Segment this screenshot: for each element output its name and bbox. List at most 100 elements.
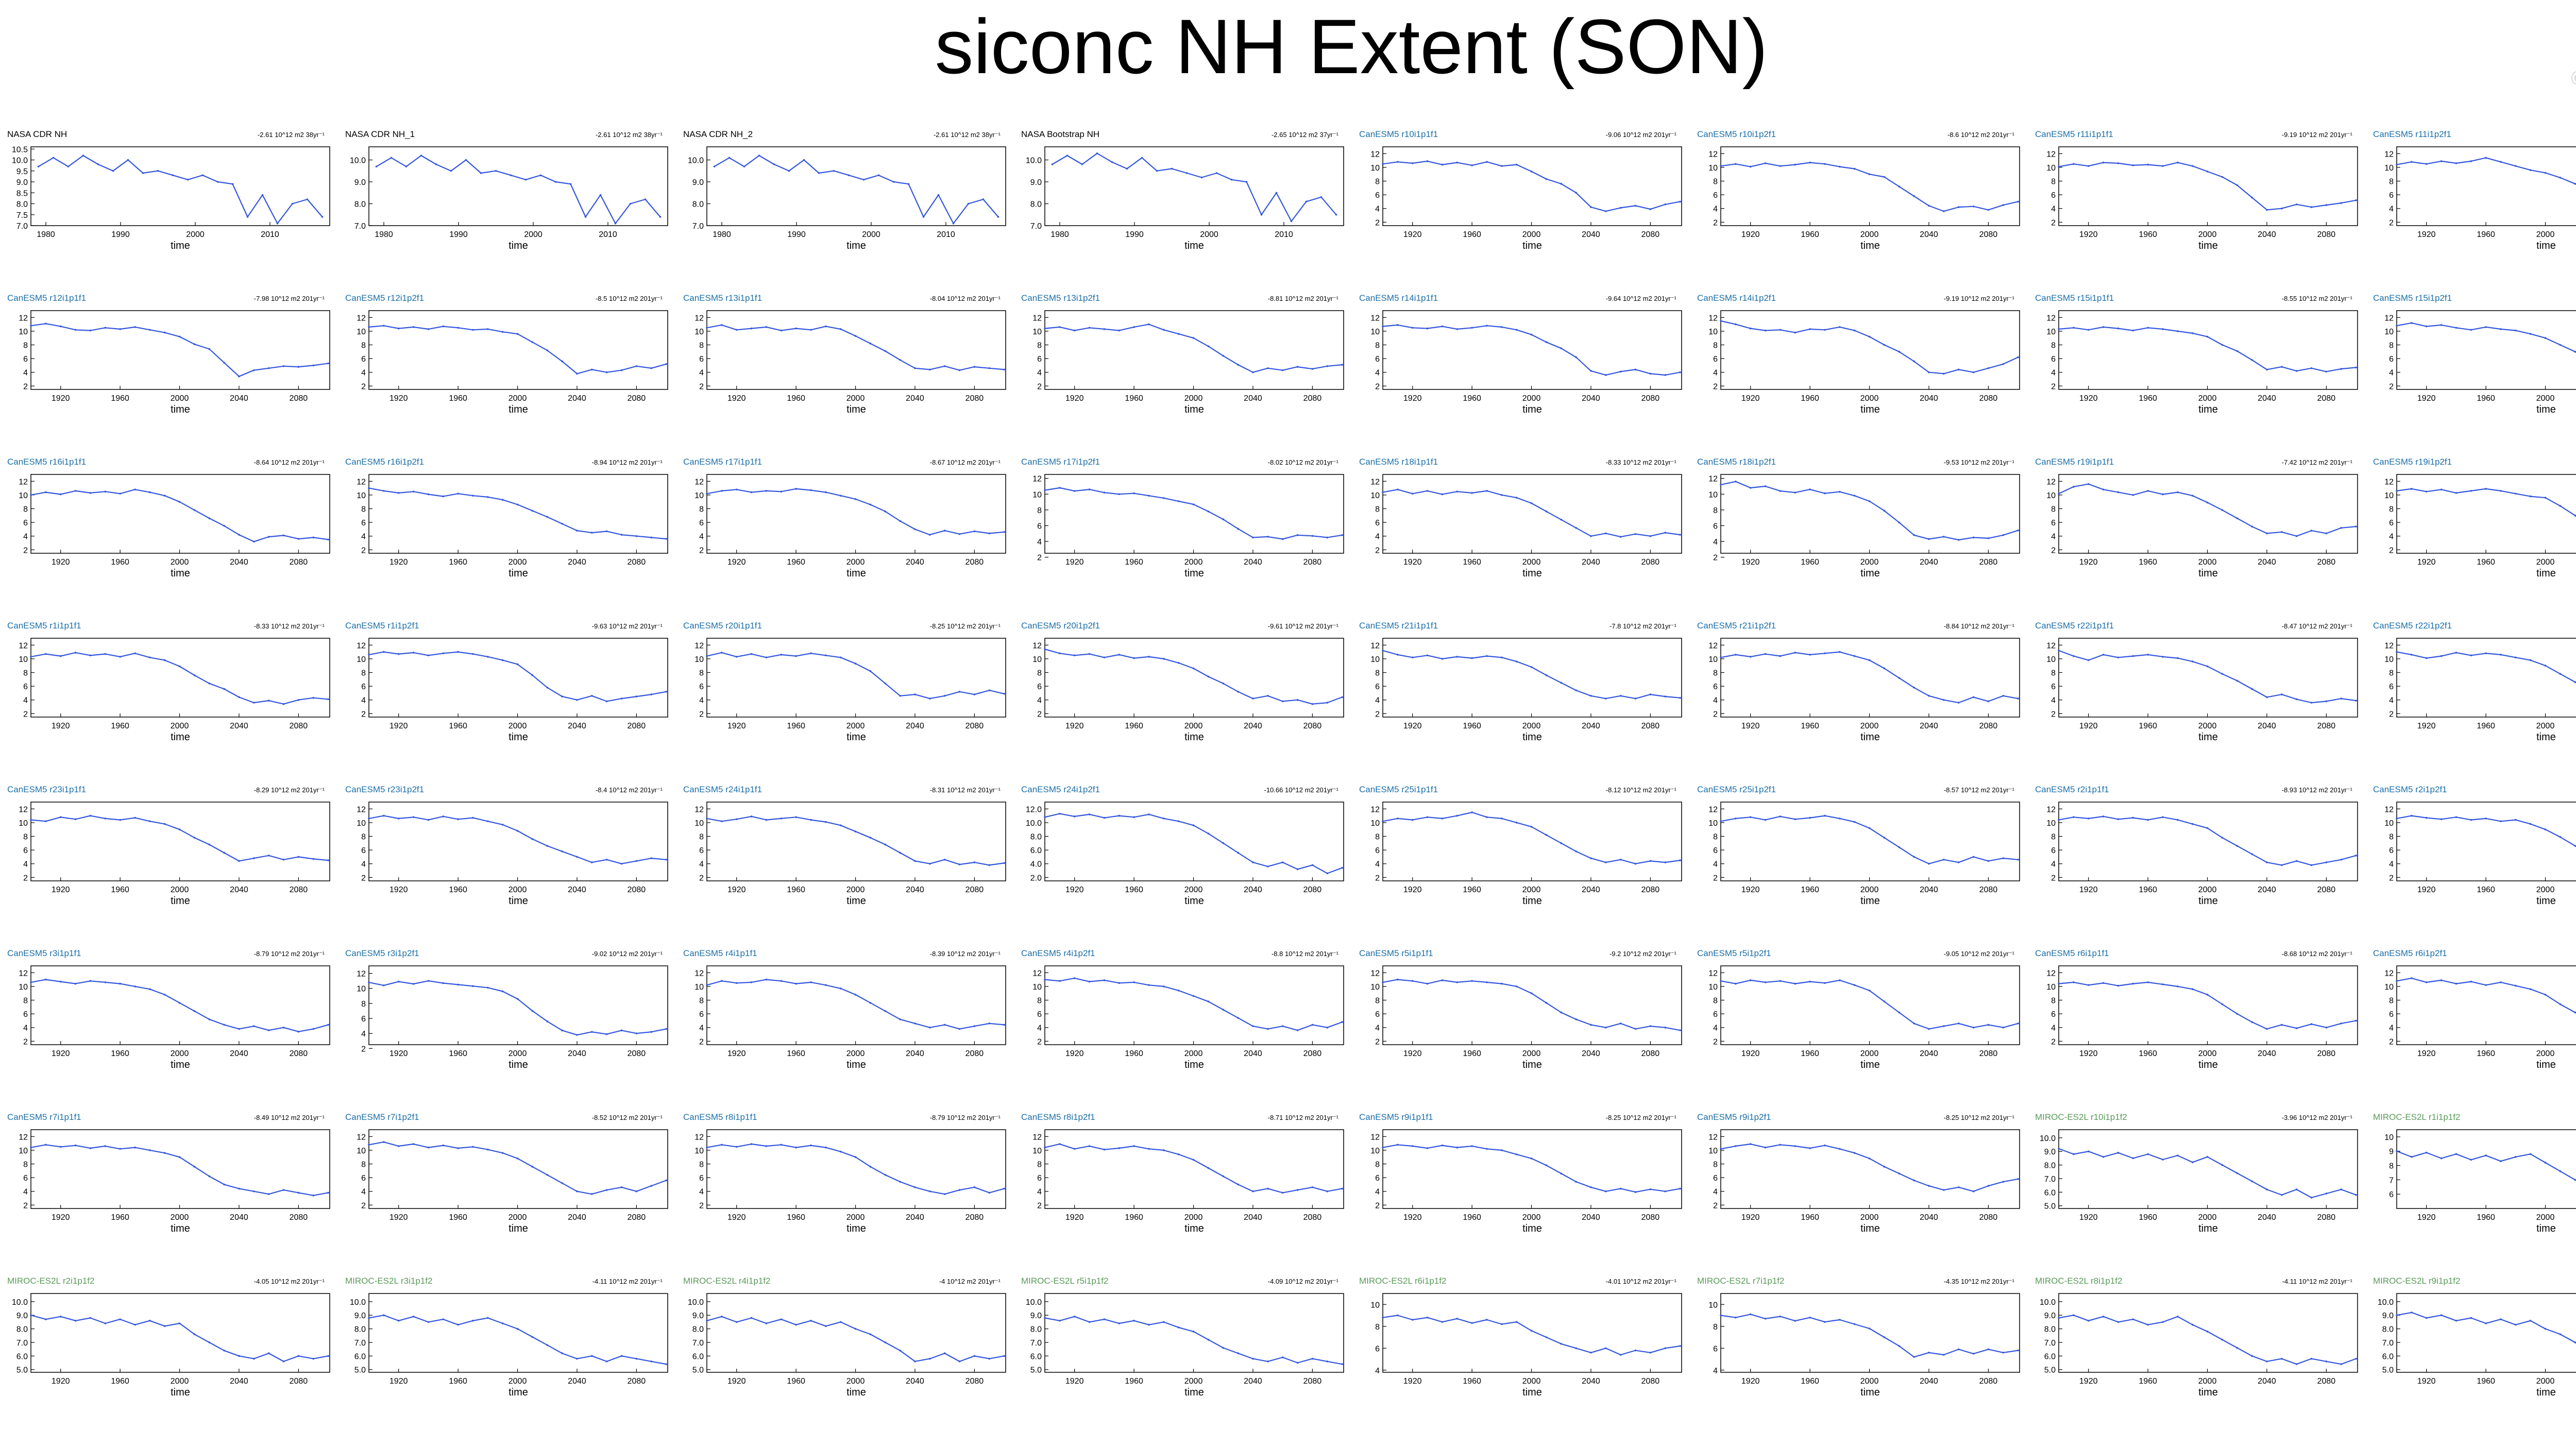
data-point [758, 155, 760, 157]
panel-label: CanESM5 r11i1p1f1 [2035, 129, 2113, 139]
data-point [1501, 1323, 1503, 1325]
data-point [163, 1325, 166, 1327]
y-tick-label: 6 [361, 355, 366, 364]
x-tick-label: 2040 [1920, 230, 1938, 239]
x-tick-label: 1920 [2417, 394, 2436, 403]
data-point [665, 858, 667, 861]
data-point [1044, 978, 1046, 981]
y-tick-label: 6 [1375, 355, 1380, 364]
data-point [2340, 697, 2343, 700]
y-tick-label: 10 [2046, 164, 2056, 173]
data-point [2295, 203, 2298, 206]
data-point [1868, 335, 1871, 338]
data-point [620, 534, 623, 536]
x-tick-label: 2080 [965, 722, 984, 730]
y-tick-label: 8 [2389, 178, 2394, 186]
data-point [1987, 860, 1990, 862]
data-point [1501, 326, 1503, 328]
data-point [1590, 857, 1592, 859]
data-point [2470, 819, 2472, 821]
data-point [2221, 509, 2224, 511]
x-tick-label: 2000 [2536, 1377, 2555, 1386]
data-point [1779, 1315, 1782, 1318]
y-tick-label: 8 [23, 505, 28, 514]
data-point [1545, 510, 1548, 513]
data-point [665, 363, 667, 365]
y-tick-label: 8.0 [16, 1325, 28, 1334]
data-point [1679, 859, 1681, 861]
data-point [368, 981, 370, 983]
data-point [2355, 1019, 2357, 1022]
panel-label: CanESM5 r15i1p2f1 [2373, 293, 2452, 303]
y-tick-label: 6 [1375, 1174, 1380, 1183]
panel-label: CanESM5 r7i1p1f1 [7, 1112, 81, 1122]
data-point [2017, 1349, 2019, 1352]
data-point [2455, 492, 2458, 494]
data-point [2281, 864, 2283, 866]
y-tick-label: 10 [2046, 491, 2056, 500]
x-tick-label: 2000 [846, 394, 865, 403]
data-point [1515, 822, 1518, 824]
x-tick-label: 2040 [1920, 394, 1938, 403]
x-tick-label: 1960 [1801, 722, 1819, 730]
data-point [2073, 486, 2075, 488]
panel-chart: CanESM5 r13i1p1f1 -8.04 10^12 m2 201yr⁻¹2… [683, 293, 1006, 415]
data-point [193, 343, 196, 345]
panel-trend: -8.31 10^12 m2 201yr⁻¹ [930, 786, 1001, 794]
data-point [2355, 700, 2357, 702]
y-tick-label: 6.0 [2044, 1352, 2056, 1361]
panel-chart: CanESM5 r11i1p2f1-8.72 10^12 m2 201yr⁻¹2… [2373, 129, 2576, 251]
x-axis-label: time [171, 1387, 190, 1398]
data-point [368, 1317, 370, 1319]
data-point [2515, 656, 2517, 659]
data-point [2295, 535, 2298, 537]
y-tick-label: 7.0 [16, 222, 28, 231]
data-point [1267, 1187, 1269, 1190]
data-point [1441, 163, 1444, 166]
y-tick-label: 2 [1375, 546, 1380, 555]
x-tick-label: 2080 [1641, 230, 1660, 239]
data-point [1397, 324, 1399, 326]
data-point [854, 335, 857, 337]
x-tick-label: 2040 [1582, 886, 1600, 894]
data-point [1575, 689, 1577, 691]
data-point [1296, 699, 1299, 701]
data-point [1397, 1314, 1399, 1317]
y-tick-label: 6 [23, 683, 28, 691]
y-tick-label: 6 [1037, 1010, 1042, 1019]
x-tick-label: 2080 [628, 722, 646, 730]
y-tick-label: 8 [1375, 1161, 1380, 1169]
y-tick-label: 4 [1375, 533, 1380, 541]
x-tick-label: 1990 [111, 230, 130, 239]
series-line [706, 1143, 1005, 1195]
data-point [1515, 497, 1518, 499]
data-point [1148, 323, 1150, 326]
data-point [561, 1182, 563, 1184]
data-point [1311, 703, 1314, 705]
plot-frame [1382, 1129, 1682, 1209]
data-point [929, 1026, 931, 1029]
data-point [253, 857, 255, 859]
plot-frame [2396, 1293, 2576, 1373]
y-tick-label: 4 [2389, 860, 2394, 869]
data-point [2147, 654, 2149, 656]
y-tick-label: 10.0 [2040, 1134, 2056, 1143]
data-point [2574, 1341, 2576, 1343]
data-point [1913, 1179, 1915, 1182]
data-point [1619, 207, 1622, 209]
panel-chart: CanESM5 r25i1p1f1 -8.12 10^12 m2 201yr⁻¹2… [1359, 785, 1682, 907]
y-tick-label: 10 [2384, 819, 2394, 828]
data-point [1649, 208, 1652, 210]
y-tick-label: 6 [1375, 1010, 1380, 1019]
x-tick-label: 2080 [1641, 1049, 1660, 1058]
chart-panel: CanESM5 r10i1p2f1 -8.6 10^12 m2 201yr⁻¹ 2 4… [1695, 129, 2020, 290]
plot-frame [30, 310, 330, 390]
plot-frame [706, 965, 1006, 1045]
data-point [2500, 490, 2502, 492]
y-tick-label: 4 [1713, 538, 1718, 547]
series-line [2396, 157, 2576, 185]
data-point [1898, 677, 1901, 679]
data-point [591, 861, 593, 863]
data-point [620, 369, 623, 371]
data-point [510, 174, 512, 177]
